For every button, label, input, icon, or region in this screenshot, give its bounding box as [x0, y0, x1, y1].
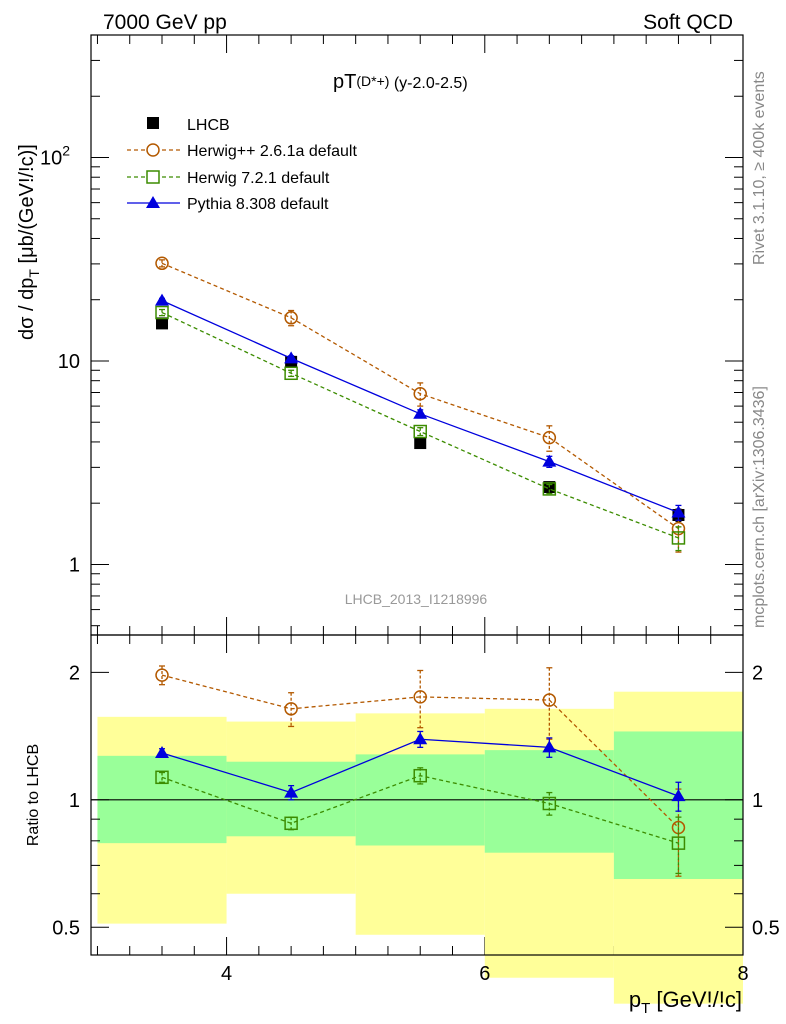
x-tick-label: 8	[737, 963, 748, 985]
main-point-herwigpp	[155, 256, 169, 271]
ratio-y-tick-label-left: 2	[69, 662, 80, 684]
ratio-y-tick-label-left: 0.5	[52, 917, 80, 939]
main-point-herwig7	[542, 482, 557, 496]
main-point-lhcb	[156, 317, 169, 330]
main-point-pythia	[671, 505, 686, 518]
ratio-point-pythia	[413, 732, 428, 745]
main-point-herwigpp	[542, 430, 557, 445]
ratio-y-tick-label-right: 2	[752, 662, 763, 684]
main-point-herwigpp	[413, 387, 427, 401]
main-point-herwig7	[671, 531, 686, 545]
x-axis-label: pT [GeV!/!c]	[629, 987, 742, 1017]
ratio-point-pythia	[671, 789, 686, 802]
ratio-point-herwig7	[542, 796, 557, 811]
legend: LHCB Herwig++ 2.6.1a default Herwig 7.2.…	[127, 117, 357, 213]
ratio-point-herwigpp	[413, 690, 427, 704]
ratio-point-herwigpp	[155, 668, 169, 682]
analysis-watermark: LHCB_2013_I1218996	[345, 591, 488, 607]
ratio-point-pythia	[284, 785, 299, 798]
ratio-y-axis-label: Ratio to LHCB	[25, 744, 42, 846]
ratio-point-herwig7	[671, 836, 686, 850]
main-point-pythia	[542, 454, 557, 467]
legend-marker-herwigpp	[146, 143, 160, 157]
rivet-side-text: Rivet 3.1.10, ≥ 400k events	[751, 71, 768, 265]
ratio-point-pythia	[542, 740, 557, 753]
main-line-herwig7	[161, 311, 679, 539]
main-y-tick-label: 102	[40, 143, 70, 170]
x-tick-label: 4	[221, 963, 232, 985]
legend-label-herwigpp: Herwig++ 2.6.1a default	[187, 143, 357, 160]
source-side-text: mcplots.cern.ch [arXiv:1306.3436]	[751, 386, 768, 628]
ratio-band-inner	[484, 750, 614, 853]
legend-label-lhcb: LHCB	[187, 117, 230, 134]
ratio-plot: 0.5 0.5 1 1 2 2 4 6 8	[52, 634, 780, 1004]
main-point-pythia	[284, 351, 299, 364]
main-point-herwigpp	[284, 311, 298, 325]
ratio-point-herwigpp	[542, 693, 557, 707]
ratio-y-tick-label-right: 1	[752, 790, 763, 812]
header-left: 7000 GeV pp	[103, 11, 227, 34]
ratio-point-pythia	[155, 745, 170, 758]
main-y-tick-label-exponent: 2	[62, 143, 70, 159]
ratio-point-herwig7	[413, 768, 427, 783]
legend-label-pythia: Pythia 8.308 default	[187, 196, 329, 213]
main-line-herwigpp	[161, 262, 679, 530]
main-point-pythia	[155, 293, 170, 306]
main-point-pythia	[413, 406, 428, 419]
legend-marker-lhcb	[147, 117, 159, 129]
main-point-herwig7	[155, 305, 169, 320]
legend-label-herwig7: Herwig 7.2.1 default	[187, 170, 330, 187]
ratio-frame	[90, 634, 744, 956]
header-right: Soft QCD	[643, 11, 733, 34]
ratio-point-herwigpp	[284, 702, 298, 716]
ratio-point-herwig7	[155, 770, 169, 785]
main-point-lhcb	[414, 437, 427, 450]
main-point-herwig7	[413, 424, 427, 439]
main-series-layer	[155, 256, 686, 553]
ratio-point-herwig7	[284, 816, 298, 831]
main-y-tick-label: 10	[58, 351, 80, 373]
ratio-ticks: 0.5 0.5 1 1 2 2 4 6 8	[52, 662, 780, 985]
chart-title: pT(D*+) (y-2.0-2.5)	[333, 71, 468, 93]
x-tick-label: 6	[479, 963, 490, 985]
main-point-herwig7	[284, 366, 298, 381]
ratio-y-tick-label-left: 1	[69, 790, 80, 812]
legend-marker-herwig7	[146, 170, 160, 184]
main-y-tick-label: 1	[69, 554, 80, 576]
main-y-axis-label: dσ / dpT [μb/(GeV!/!c)]	[16, 144, 42, 340]
legend-marker-pythia	[146, 196, 160, 208]
ratio-y-tick-label-right: 0.5	[752, 917, 780, 939]
ratio-series-layer	[155, 665, 686, 877]
